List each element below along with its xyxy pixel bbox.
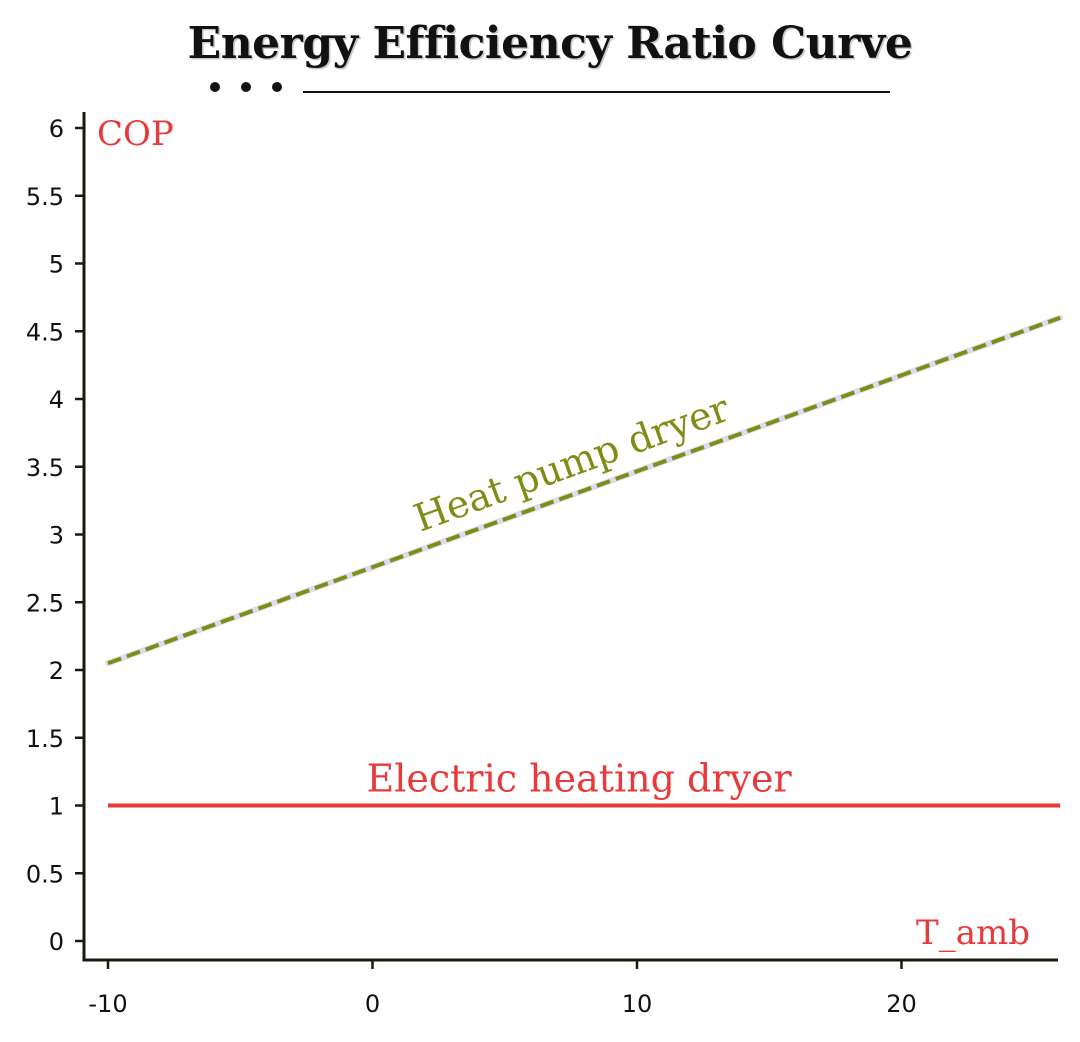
- series-annotation-electric-heating-dryer: Electric heating dryer: [367, 757, 793, 801]
- series-line-heat-pump-dryer: [107, 315, 1061, 666]
- y-tick-label: 0: [49, 928, 64, 956]
- y-tick-label: 5: [49, 251, 64, 279]
- y-tick-label: 3.5: [26, 454, 64, 482]
- title-dot: [241, 82, 251, 92]
- y-axis-title: COP: [97, 114, 174, 154]
- labels-layer: 0 0.5 1 1.5 2 2.5 3 3.5 4 4.5 5 5.5 6 -10 0 10 20 Heat pu…: [26, 114, 1030, 1018]
- series-layer: [105, 314, 1064, 808]
- x-axis-title: T_amb: [916, 913, 1030, 953]
- title-dot: [210, 82, 220, 92]
- y-tick-label: 2: [49, 657, 64, 685]
- y-tick-label: 1.5: [26, 725, 64, 753]
- y-tick-label: 4.5: [26, 318, 64, 346]
- title-dot: [272, 82, 282, 92]
- title-decoration-dots: [210, 82, 290, 94]
- y-tick-label: 5.5: [26, 183, 64, 211]
- x-tick-label: 20: [886, 990, 917, 1018]
- series-annotation-heat-pump-dryer: Heat pump dryer: [408, 386, 735, 541]
- x-tick-label: -10: [88, 990, 127, 1018]
- y-tick-label: 6: [49, 115, 64, 143]
- title-underline-rule: [303, 91, 890, 93]
- x-tick-label: 10: [622, 990, 653, 1018]
- y-tick-label: 3: [49, 522, 64, 550]
- y-tick-label: 1: [49, 793, 64, 821]
- y-tick-label: 4: [49, 386, 64, 414]
- y-tick-label: 2.5: [26, 589, 64, 617]
- y-tick-label: 0.5: [26, 860, 64, 888]
- chart-title: Energy Efficiency Ratio Curve: [187, 18, 913, 69]
- x-tick-label: 0: [365, 990, 380, 1018]
- axes: [75, 112, 1058, 969]
